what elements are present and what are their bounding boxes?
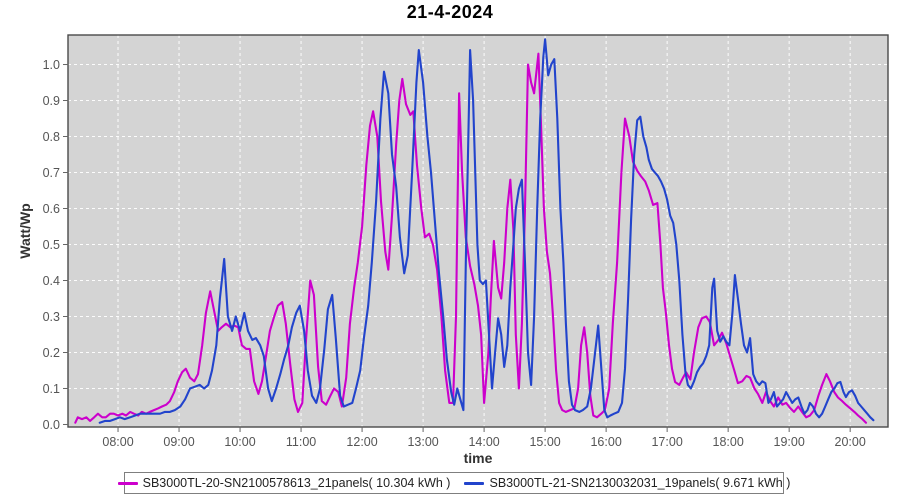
legend-label-series2: SB3000TL-21-SN2130032031_19panels( 9.671… (489, 476, 791, 490)
y-tick-label: 0.8 (43, 130, 60, 144)
magenta-line-sample-icon (117, 481, 138, 485)
x-tick-label: 08:00 (102, 435, 133, 449)
x-tick-label: 11:00 (286, 435, 316, 449)
plot-area: 0.0 0.1 0.2 0.3 0.4 0.5 0.6 0.7 0.8 0.9 1.0 08:00 09… (43, 34, 889, 449)
series-line-1 (74, 52, 868, 424)
plot-frame (67, 34, 889, 428)
x-tick-label: 16:00 (590, 435, 621, 449)
x-tick-label: 17:00 (651, 435, 682, 449)
x-tick-label: 19:00 (774, 435, 805, 449)
legend-item-series2: SB3000TL-21-SN2130032031_19panels( 9.671… (464, 476, 790, 490)
x-tick-label: 09:00 (163, 435, 194, 449)
y-tick-label: 0.1 (43, 382, 60, 396)
y-tick-label: 0.0 (43, 418, 60, 432)
legend: SB3000TL-20-SN2100578613_21panels( 10.30… (117, 472, 790, 494)
y-tick-label: 0.2 (43, 346, 60, 360)
x-tick-label: 20:00 (835, 435, 866, 449)
series-line-2 (98, 38, 875, 424)
y-tick-label: 1.0 (43, 58, 60, 72)
y-tick-label: 0.4 (43, 274, 60, 288)
x-tick-label: 15:00 (529, 435, 560, 449)
y-tick-label: 0.3 (43, 310, 60, 324)
blue-line-sample-icon (464, 481, 485, 485)
chart-title: 21-4-2024 (406, 2, 494, 22)
y-tick-label: 0.6 (43, 202, 60, 216)
legend-item-series1: SB3000TL-20-SN2100578613_21panels( 10.30… (117, 476, 451, 490)
y-tick-label: 0.7 (43, 166, 60, 180)
x-tick-label: 12:00 (346, 435, 377, 449)
x-tick-label: 10:00 (224, 435, 255, 449)
x-tick-label: 14:00 (468, 435, 499, 449)
x-tick-label: 18:00 (713, 435, 744, 449)
y-tick-label: 0.5 (43, 238, 60, 252)
y-tick-label: 0.9 (43, 94, 60, 108)
x-tick-label: 13:00 (407, 435, 438, 449)
y-axis-title: Watt/Wp (17, 203, 33, 259)
legend-label-series1: SB3000TL-20-SN2100578613_21panels( 10.30… (142, 476, 451, 490)
x-axis-title: time (463, 450, 493, 466)
